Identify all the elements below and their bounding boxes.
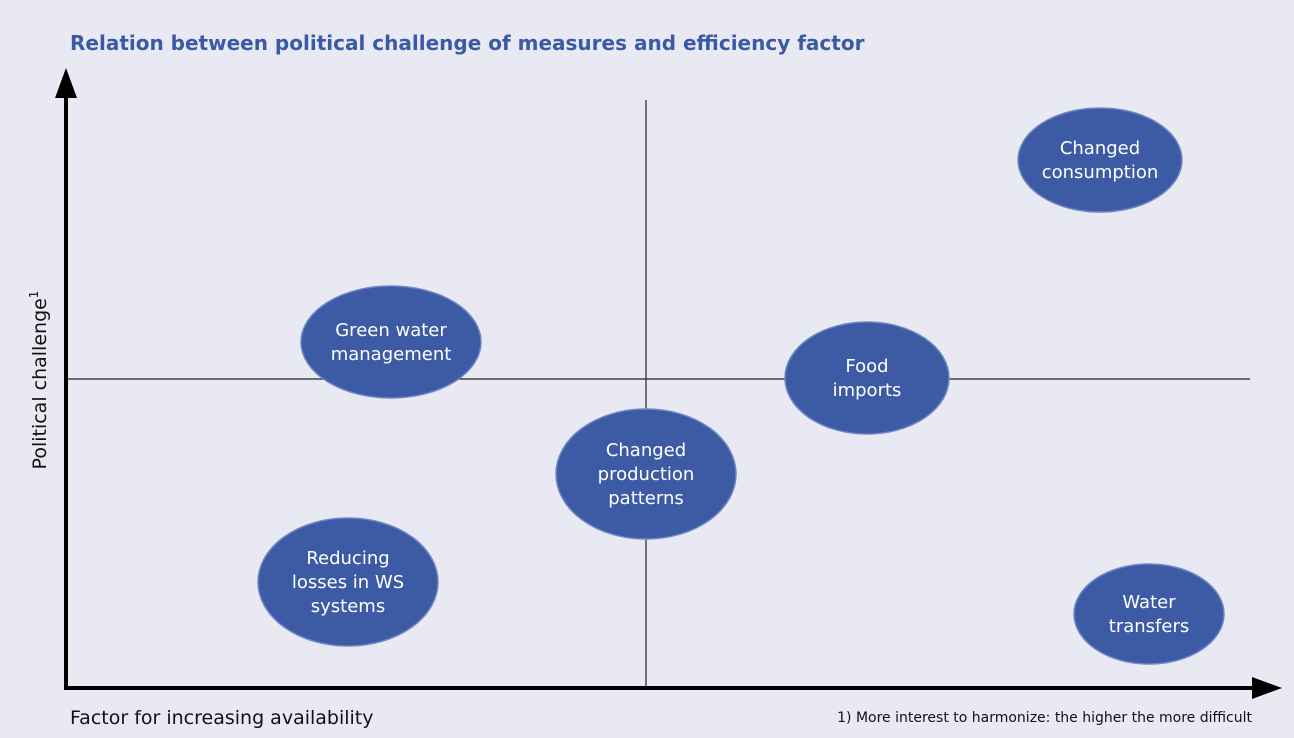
node-shape	[257, 517, 439, 647]
node-label-line: systems	[311, 596, 385, 617]
y-axis-arrow	[55, 68, 77, 98]
node-label-line: production	[598, 464, 695, 485]
node-shape	[1017, 107, 1183, 213]
title: Relation between political challenge of …	[70, 31, 865, 55]
node-label-line: management	[331, 344, 452, 365]
node-label-line: Food	[845, 356, 888, 377]
node-label: Changed production patterns	[598, 440, 695, 509]
y-axis-label: Political challenge1	[27, 291, 51, 470]
node-label-line: transfers	[1109, 616, 1189, 637]
node: Water transfers	[1073, 563, 1225, 665]
node-label-line: Green water	[335, 320, 447, 341]
node-shape	[784, 321, 950, 435]
node-shape	[555, 408, 737, 540]
node-label: Green water management	[331, 320, 452, 365]
node-label-line: consumption	[1042, 162, 1159, 183]
node: Changed production patterns	[555, 408, 737, 540]
x-axis-arrow	[1252, 677, 1282, 699]
node-label: Food imports	[833, 356, 902, 401]
node-label-line: Changed	[1060, 138, 1140, 159]
node-label: Water transfers	[1109, 592, 1189, 637]
y-axis-label-note: 1	[27, 291, 41, 299]
node: Changed consumption	[1017, 107, 1183, 213]
node: Green water management	[300, 285, 482, 399]
node: Food imports	[784, 321, 950, 435]
node-shape	[1073, 563, 1225, 665]
node-label: Changed consumption	[1042, 138, 1159, 183]
node: Reducing losses in WS systems	[257, 517, 439, 647]
node-label-line: imports	[833, 380, 902, 401]
node-label-line: Reducing	[306, 548, 389, 569]
node-label-line: patterns	[608, 488, 684, 509]
node-shape	[300, 285, 482, 399]
node-label-line: Water	[1122, 592, 1176, 613]
nodes: Changed consumption Green water management F…	[257, 107, 1225, 665]
y-axis-label-text: Political challenge	[29, 298, 51, 469]
node-label: Reducing losses in WS systems	[292, 548, 404, 617]
footnote: 1) More interest to harmonize: the highe…	[837, 710, 1252, 726]
node-label-line: Changed	[606, 440, 686, 461]
x-axis-label: Factor for increasing availability	[70, 707, 374, 729]
node-label-line: losses in WS	[292, 572, 404, 593]
